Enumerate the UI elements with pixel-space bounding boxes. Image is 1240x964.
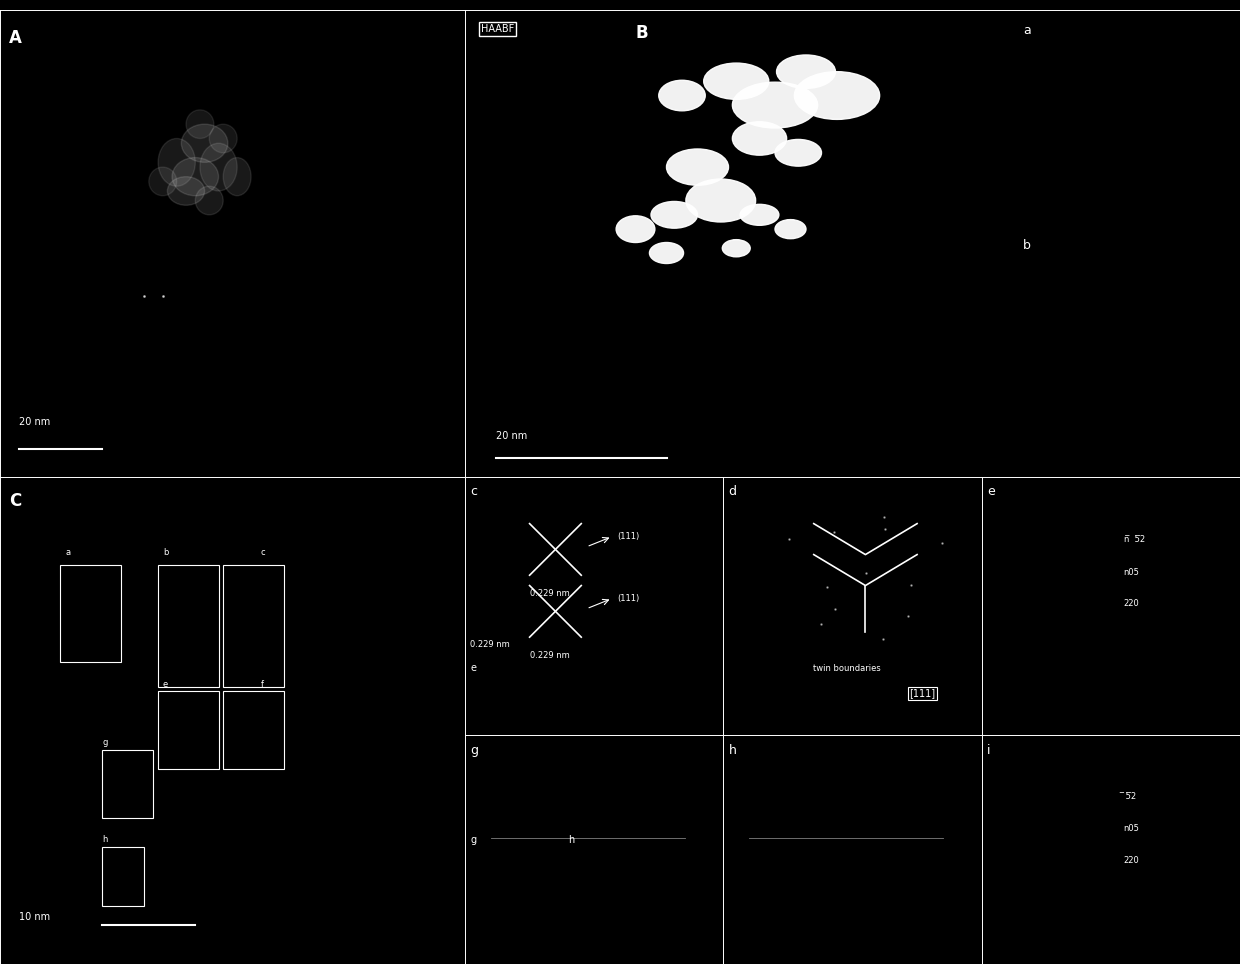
Text: c: c: [260, 549, 265, 557]
Ellipse shape: [776, 55, 836, 89]
Text: b: b: [1023, 239, 1030, 252]
Ellipse shape: [722, 240, 750, 256]
Text: b: b: [162, 549, 169, 557]
Text: C: C: [10, 492, 21, 510]
Ellipse shape: [703, 63, 769, 99]
Text: 10 nm: 10 nm: [19, 912, 50, 923]
Ellipse shape: [149, 167, 176, 196]
Ellipse shape: [795, 71, 879, 120]
Text: (111): (111): [618, 532, 640, 541]
Ellipse shape: [686, 179, 755, 222]
Bar: [61, 565, 122, 662]
Text: HAABF: HAABF: [481, 24, 513, 34]
Text: h: h: [729, 744, 737, 758]
Text: h: h: [568, 835, 574, 844]
Text: 220: 220: [1123, 600, 1140, 608]
Text: g: g: [470, 835, 476, 844]
Text: B: B: [635, 24, 649, 42]
Ellipse shape: [181, 124, 228, 162]
Text: e: e: [987, 485, 994, 498]
Bar: [102, 847, 144, 905]
Ellipse shape: [775, 140, 821, 166]
Text: 20 nm: 20 nm: [19, 416, 50, 427]
Text: 20 nm: 20 nm: [496, 431, 527, 442]
Bar: [223, 565, 284, 686]
Bar: [159, 691, 218, 769]
Ellipse shape: [172, 157, 218, 196]
Text: n05: n05: [1123, 824, 1140, 833]
Text: ̅̅ 5̅2: ̅̅ 5̅2: [1123, 792, 1137, 801]
Text: a: a: [66, 549, 71, 557]
Ellipse shape: [210, 124, 237, 152]
Text: i: i: [987, 744, 991, 758]
Text: d: d: [729, 485, 737, 498]
Text: [111]: [111]: [909, 688, 935, 699]
Text: 0.229 nm: 0.229 nm: [529, 589, 569, 598]
Ellipse shape: [651, 201, 697, 228]
Text: a: a: [1023, 24, 1030, 37]
Text: (111): (111): [618, 594, 640, 602]
Ellipse shape: [616, 216, 655, 243]
Ellipse shape: [733, 121, 786, 155]
Text: e: e: [470, 662, 476, 673]
Text: twin boundaries: twin boundaries: [813, 663, 882, 673]
Text: h: h: [102, 835, 108, 844]
Bar: [159, 565, 218, 686]
Text: n̅  5̅2: n̅ 5̅2: [1123, 535, 1145, 544]
Bar: [102, 750, 154, 817]
Text: g: g: [102, 737, 108, 747]
Ellipse shape: [667, 149, 729, 185]
Text: n05: n05: [1123, 568, 1140, 577]
Text: 220: 220: [1123, 856, 1140, 866]
Ellipse shape: [658, 80, 706, 111]
Text: 0.229 nm: 0.229 nm: [529, 651, 569, 659]
Text: 0.229 nm: 0.229 nm: [470, 640, 510, 650]
Ellipse shape: [159, 139, 195, 186]
Ellipse shape: [775, 220, 806, 239]
Text: g: g: [470, 744, 479, 758]
Ellipse shape: [740, 204, 779, 226]
Bar: [223, 691, 284, 769]
Ellipse shape: [186, 110, 213, 139]
Ellipse shape: [200, 144, 237, 191]
Ellipse shape: [650, 243, 683, 263]
Ellipse shape: [167, 176, 205, 205]
Ellipse shape: [733, 82, 817, 128]
Ellipse shape: [223, 157, 250, 196]
Text: f: f: [260, 680, 263, 688]
Text: e: e: [162, 680, 167, 688]
Ellipse shape: [196, 186, 223, 215]
Text: A: A: [10, 29, 22, 46]
Text: c: c: [470, 485, 477, 498]
